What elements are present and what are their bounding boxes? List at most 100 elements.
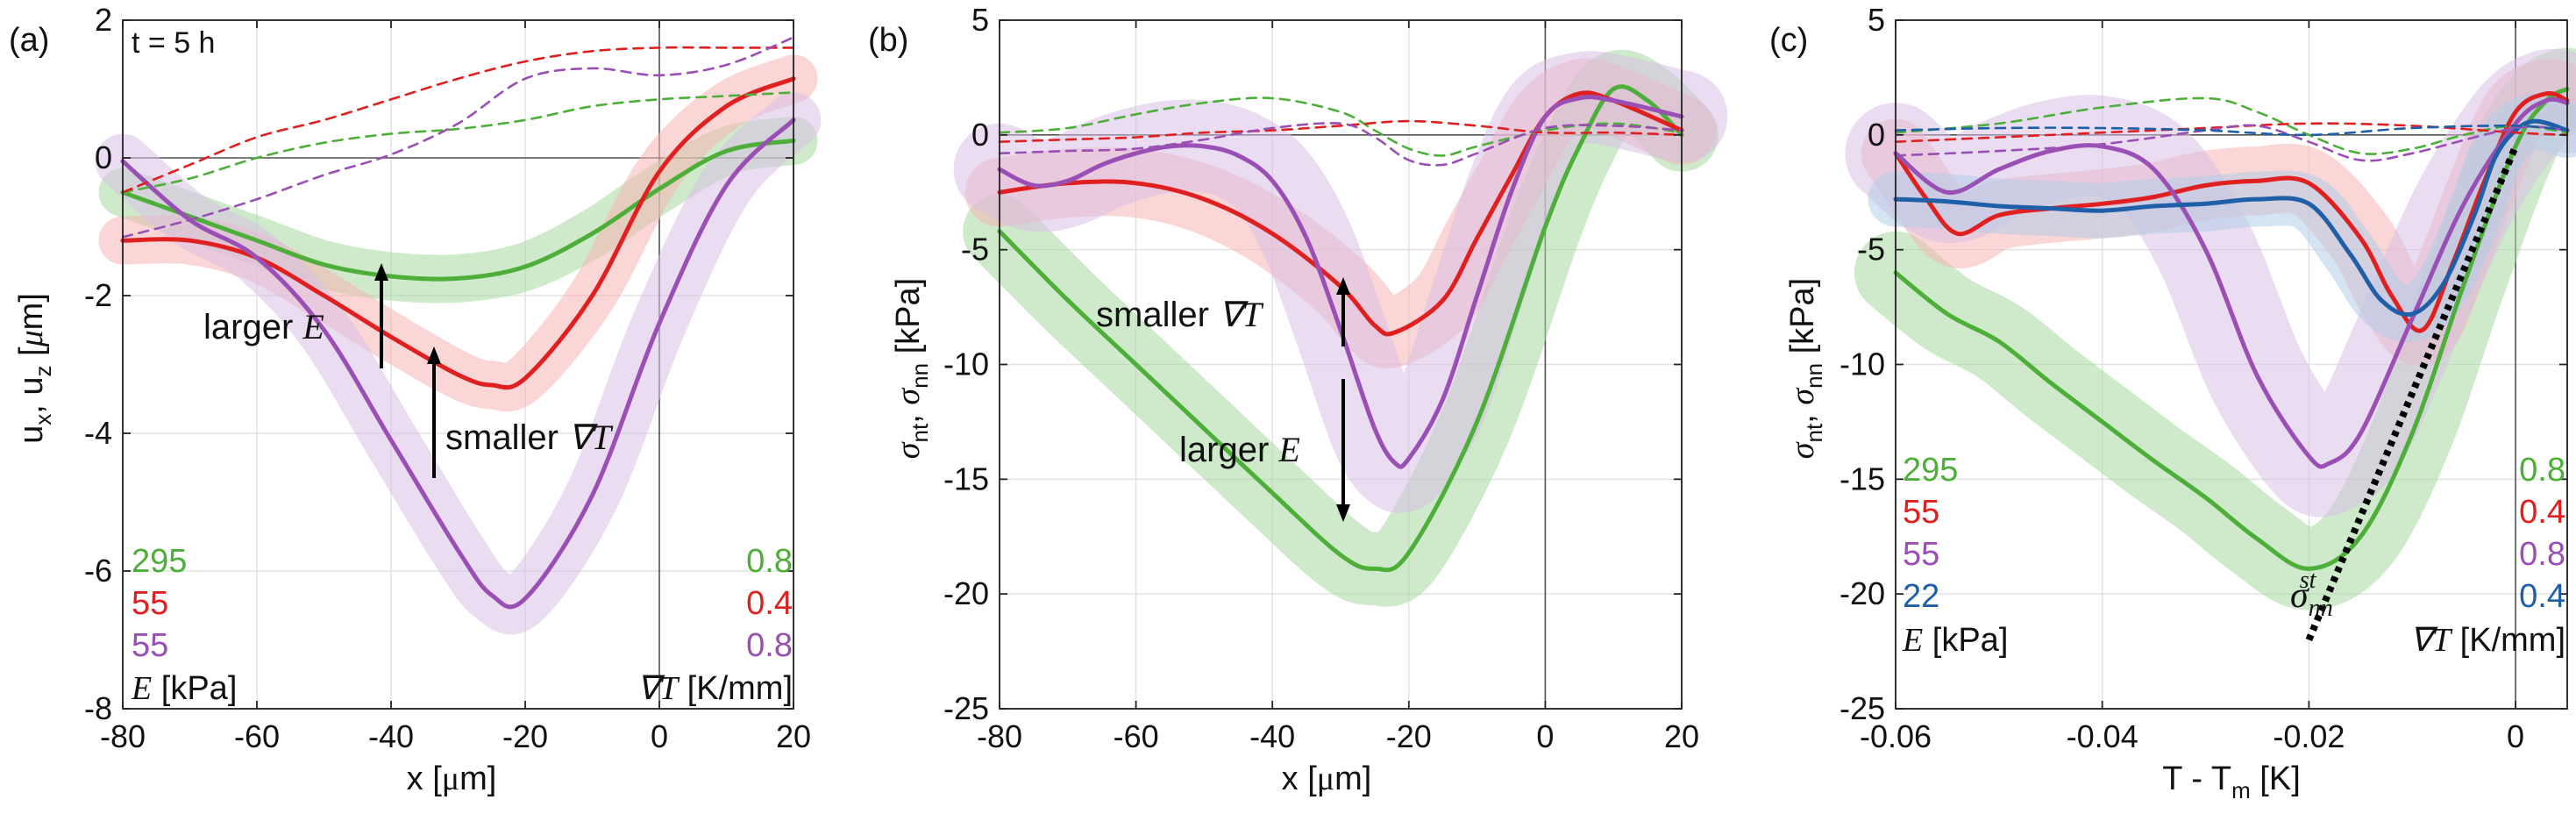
panel-c-xtick-label-3: 0: [2507, 718, 2524, 754]
panel-c-legend-g-title: ∇T [K/mm]: [2410, 622, 2565, 659]
panel-a-xtick-label-1: -60: [234, 718, 280, 754]
panel-c-bands: [1845, 47, 2576, 610]
panel-b-ytick-label-1: -20: [943, 575, 989, 611]
panel-a-lines: [120, 36, 796, 610]
panel-c-legend-e-1: 55: [1903, 494, 1939, 531]
panel-b-xtick-label-2: -40: [1249, 718, 1295, 754]
panel-b-ticks: -80 -60 -40 -20 0 20 -25 -20 -15 -10 -5 0 5: [943, 2, 1699, 754]
panel-c-legend-g-sym: ∇T: [2410, 622, 2453, 659]
panel-c-legend-e-2: 55: [1903, 536, 1939, 573]
panel-b-ytick-label-0: -25: [943, 690, 989, 726]
panel-c-lines: [1893, 87, 2570, 642]
panel-a-legend-e-2: 55: [132, 627, 168, 664]
panel-a-arrow-larger-e: [374, 263, 388, 368]
panel-c-ytick-label-0: -25: [1839, 690, 1885, 726]
panel-c: -0.06 -0.04 -0.02 0 -25 -20 -15 -10 -5 0 5 (c) T -…: [1769, 2, 2576, 803]
panel-a: -80 -60 -40 -20 0 20-8-6-4-202 (a) t = 5 h x …: [9, 2, 822, 797]
panel-a-annot-larger-e: larger E: [203, 307, 324, 346]
panel-c-xtick-label-0: -0.06: [1860, 718, 1932, 754]
panel-a-legend-e-title: E [kPa]: [131, 670, 237, 707]
panel-b-series-2: [997, 95, 1684, 469]
panel-c-label: (c): [1769, 22, 1808, 59]
panel-c-ytick-label-6: 5: [1868, 2, 1885, 38]
panel-c-xtick-label-1: -0.04: [2067, 718, 2138, 754]
panel-c-legend-e-title: E [kPa]: [1902, 622, 2008, 659]
panel-c-annot-sigma-main: σ: [2290, 575, 2310, 616]
panel-c-series-2: [1893, 96, 2570, 469]
panel-a-xtick-label-2: -40: [368, 718, 414, 754]
panel-b-annot-smaller-gradt-sym: ∇T: [1219, 295, 1264, 334]
panel-a-xtick-label-5: 20: [776, 718, 811, 754]
panel-b-ytick-label-3: -10: [943, 346, 989, 382]
panel-c-ytick-label-2: -15: [1839, 461, 1885, 496]
panel-c-legend-g-0: 0.8: [2519, 452, 2565, 489]
panel-a-legend-g-0: 0.8: [746, 543, 793, 580]
panel-c-ytick-label-5: 0: [1868, 117, 1885, 153]
panel-c-series-5: [1894, 122, 2569, 143]
panel-c-series-6: [1894, 124, 2569, 162]
panel-b-ylabel: σnt, σnn [kPa]: [890, 278, 933, 459]
panel-c-xtick-label-2: -0.02: [2273, 718, 2345, 754]
panel-b-xtick-label-1: -60: [1114, 718, 1159, 754]
panel-b-ytick-label-4: -5: [961, 232, 989, 268]
panel-a-frame: [122, 19, 794, 710]
panel-a-ytick-label-4: 0: [95, 139, 112, 175]
panel-c-legend-g-1: 0.4: [2519, 494, 2565, 531]
panel-a-ticks: -80 -60 -40 -20 0 20-8-6-4-202: [84, 2, 811, 754]
panel-a-legend-g-1: 0.4: [746, 585, 793, 622]
panel-b-xtick-label-4: 0: [1536, 718, 1554, 754]
panel-a-legend-g-2: 0.8: [746, 627, 793, 664]
panel-a-series-2: [120, 118, 796, 610]
panel-c-series-7: [1894, 124, 2569, 137]
panel-a-annot-smaller-gradt-sym: ∇T: [568, 418, 614, 457]
panel-b-ytick-label-5: 0: [971, 117, 989, 153]
panel-a-ylabel: ux, uz [μm]: [13, 293, 56, 444]
panel-a-xtick-label-4: 0: [651, 718, 668, 754]
panel-a-annot-larger-e-sym: E: [302, 307, 324, 346]
panel-b: -80 -60 -40 -20 0 20 -25 -20 -15 -10 -5 0 5 (b) x [μ…: [868, 2, 1728, 797]
panel-b-ytick-label-2: -15: [943, 461, 989, 496]
panel-b-annot-smaller-gradt: smaller ∇T: [1096, 295, 1264, 334]
panel-a-xtick-label-0: -80: [100, 718, 146, 754]
panel-b-annot-larger-e-sym: E: [1277, 430, 1299, 469]
panel-c-annot-sigma-sup: st: [2300, 567, 2317, 594]
panel-c-ytick-label-4: -5: [1857, 232, 1885, 268]
panel-a-xtick-label-3: -20: [502, 718, 548, 754]
panel-a-legend-g-unit: [K/mm]: [687, 670, 793, 707]
panel-c-ticks: -0.06 -0.04 -0.02 0 -25 -20 -15 -10 -5 0 5: [1839, 2, 2567, 754]
panel-c-legend-g-2: 0.8: [2519, 536, 2565, 573]
panel-a-ytick-label-2: -4: [84, 415, 112, 451]
panel-a-series-5: [121, 36, 795, 239]
panel-b-xtick-label-5: 20: [1664, 718, 1699, 754]
panel-a-annot-smaller-gradt: smaller ∇T: [445, 418, 614, 457]
panel-a-arrow-smaller-gradt: [427, 346, 441, 478]
panel-a-series-0: [120, 138, 796, 282]
panel-a-ytick-label-3: -2: [84, 277, 112, 313]
panel-b-xtick-label-3: -20: [1386, 718, 1432, 754]
panel-b-arrow-smaller-gradt: [1336, 277, 1350, 346]
panel-c-ytick-label-1: -20: [1839, 575, 1885, 611]
panel-c-series-4: [1894, 96, 2569, 155]
panel-c-series-0: [1893, 87, 2570, 571]
panel-c-legend-e-0: 295: [1903, 452, 1958, 489]
panel-a-axes-frame: [122, 19, 794, 710]
panel-a-ytick-label-0: -8: [84, 690, 112, 726]
panel-c-sigma-st-line: [2305, 145, 2519, 642]
panel-a-ytick-label-5: 2: [95, 2, 112, 38]
panel-c-annot-sigma-sub: nn: [2309, 595, 2333, 622]
panel-a-legend-e-sym: E: [131, 670, 152, 707]
panel-c-legend: 295 55 55 22 E [kPa] 0.8 0.4 0.8 0.4 ∇T …: [1902, 452, 2565, 659]
panel-a-legend-e-unit: [kPa]: [161, 670, 238, 707]
panel-b-label: (b): [868, 22, 908, 59]
panel-b-series-3: [998, 96, 1683, 157]
panel-a-time: t = 5 h: [132, 26, 215, 60]
panel-c-legend-e-unit: [kPa]: [1932, 622, 2009, 659]
panel-b-arrow-larger-e: [1336, 379, 1350, 522]
panel-c-legend-e-3: 22: [1903, 578, 1939, 615]
panel-c-legend-g-unit: [K/mm]: [2460, 622, 2565, 659]
panel-a-annot-smaller-gradt-text: smaller: [445, 418, 559, 457]
panel-c-ytick-label-3: -10: [1839, 346, 1885, 382]
panel-b-annot-smaller-gradt-text: smaller: [1096, 296, 1209, 334]
panel-b-xtick-label-0: -80: [977, 718, 1022, 754]
